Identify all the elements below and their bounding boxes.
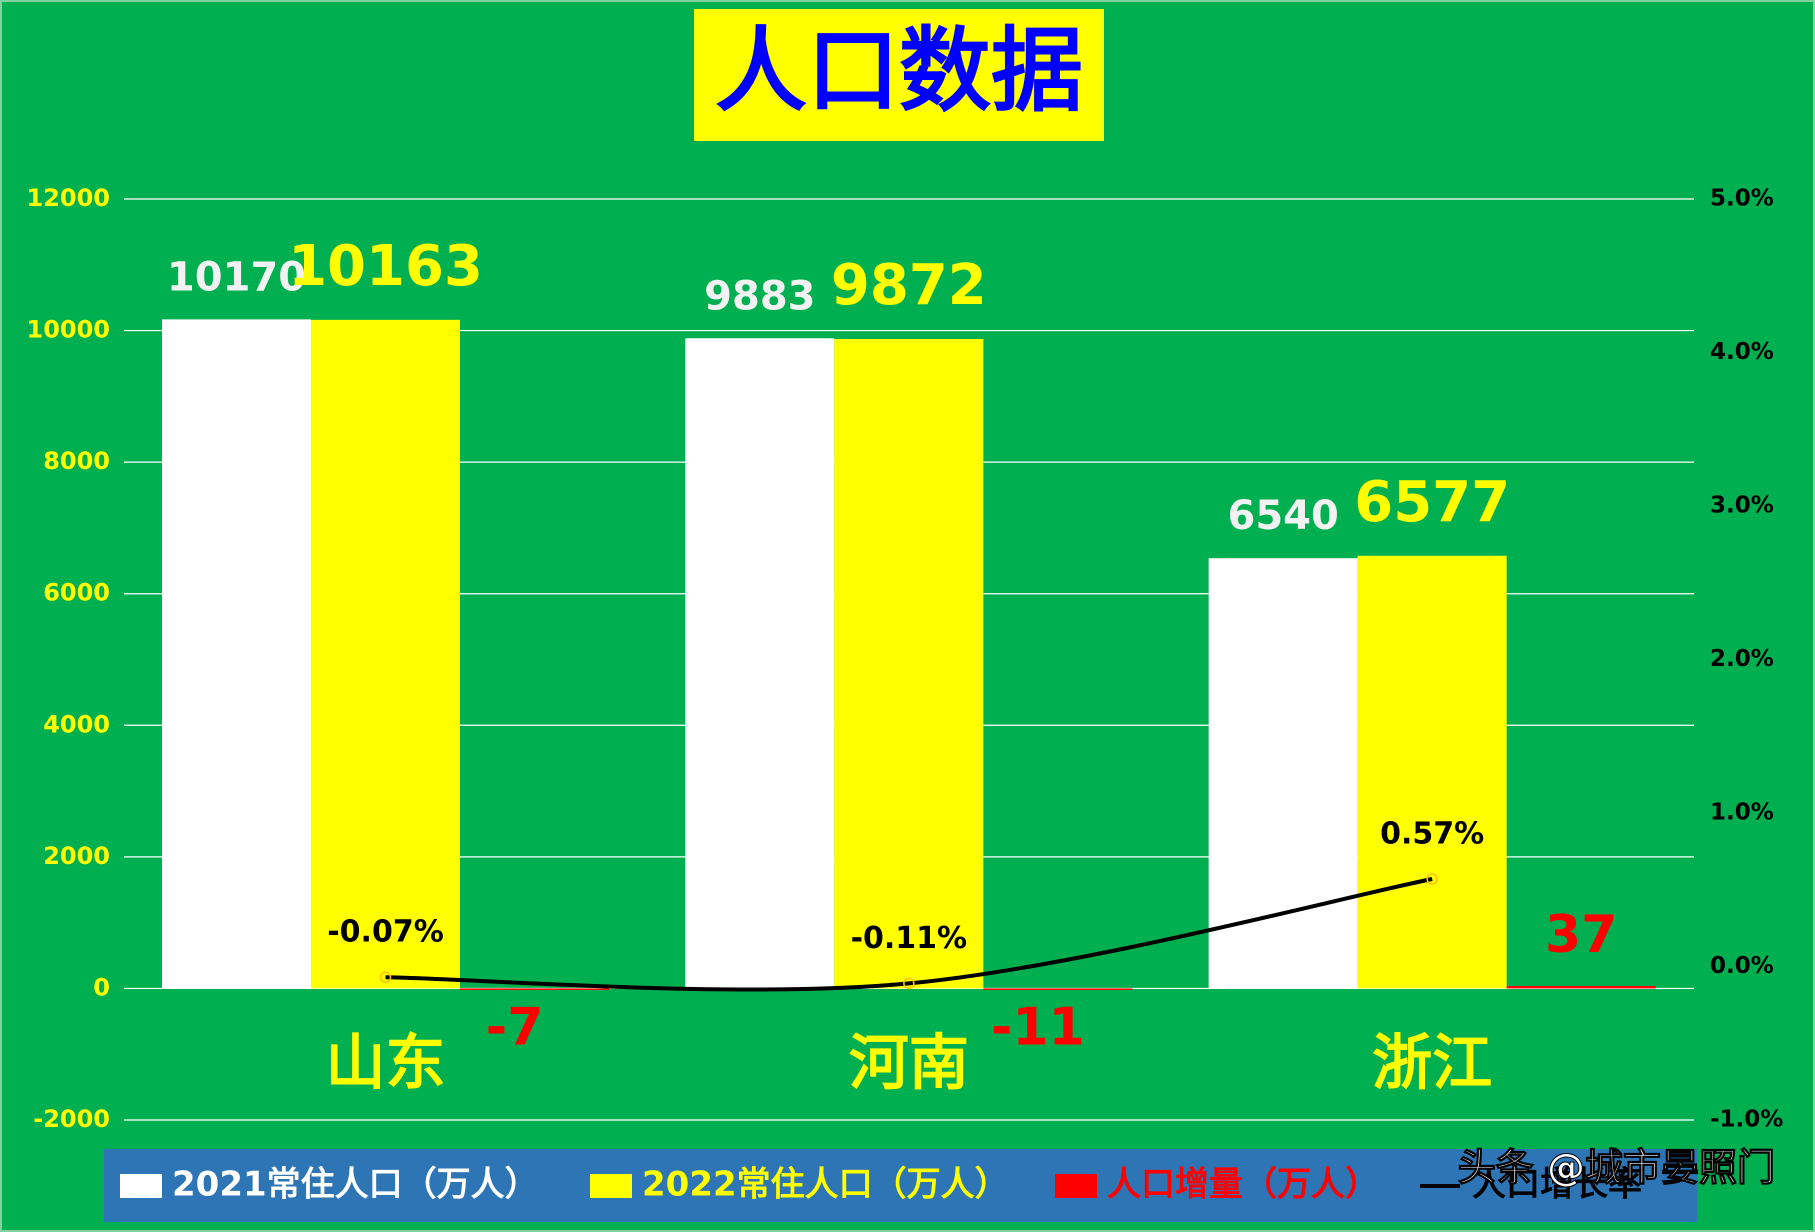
legend-label: 人口增量（万人） (1107, 1165, 1379, 1205)
data-label: -11 (991, 997, 1085, 1057)
title-box (694, 9, 1104, 141)
line-marker (903, 977, 915, 990)
line-marker (1426, 873, 1438, 885)
legend-swatch (590, 1174, 632, 1198)
line-marker (379, 971, 392, 983)
y-tick-label: 2000 (43, 842, 110, 870)
y-tick-label: 10000 (27, 316, 111, 344)
y2-tick-label: 4.0% (1710, 339, 1774, 365)
y-tick-label: 6000 (43, 579, 110, 607)
y-tick-label: 0 (93, 973, 110, 1001)
x-tick-label: 浙江 (1372, 1029, 1492, 1099)
y2-tick-label: 0.0% (1710, 953, 1774, 979)
y2-tick-label: 3.0% (1710, 493, 1774, 519)
y2-tick-label: 5.0% (1710, 186, 1774, 212)
bar (834, 338, 984, 989)
data-label: 9883 (704, 273, 815, 319)
bar (162, 319, 311, 989)
x-tick-label: 山东 (326, 1029, 446, 1099)
bar (311, 319, 460, 989)
legend: 2021常住人口（万人） 2022常住人口（万人） 人口增量（万人） 人口增长率 (120, 1165, 1642, 1205)
bar (1357, 555, 1507, 989)
plot: -2000 0 2000 4000 6000 8000 10000 12000 -1.0% 0.0… (27, 184, 1784, 1133)
y2-tick-label: -1.0% (1710, 1107, 1783, 1133)
chart-title: 人口数据 (715, 17, 1083, 124)
bar (983, 988, 1133, 990)
data-label: 10170 (167, 254, 306, 300)
bar (1506, 985, 1656, 989)
bar (1208, 558, 1358, 989)
legend-label: 2022常住人口（万人） (642, 1165, 1009, 1205)
legend-label: 人口增长率 (1472, 1165, 1642, 1205)
y2-tick-label: 1.0% (1710, 800, 1774, 826)
x-tick-label: 河南 (849, 1029, 969, 1099)
data-label: 6540 (1228, 493, 1339, 539)
y-tick-label: 8000 (43, 447, 110, 475)
line (385, 877, 1433, 992)
data-label: 6577 (1354, 470, 1510, 535)
line-label: -0.11% (851, 921, 968, 956)
bar (460, 988, 609, 990)
legend-swatch (120, 1174, 162, 1198)
line-label: 0.57% (1380, 817, 1484, 852)
y-tick-label: 4000 (43, 710, 110, 738)
y-tick-label: -2000 (33, 1105, 110, 1133)
bar (685, 338, 835, 989)
data-label: 10163 (288, 234, 483, 299)
watermark: 头条 @城市晏照门 (1458, 1146, 1775, 1190)
y2-tick-label: 2.0% (1710, 646, 1774, 672)
legend-label: 2021常住人口（万人） (172, 1165, 539, 1205)
data-label: -7 (486, 997, 544, 1057)
data-label: 9872 (831, 253, 987, 318)
line-label: -0.07% (327, 915, 444, 950)
data-label: 37 (1545, 905, 1617, 965)
y-tick-label: 12000 (27, 184, 111, 212)
legend-swatch (1055, 1174, 1097, 1198)
